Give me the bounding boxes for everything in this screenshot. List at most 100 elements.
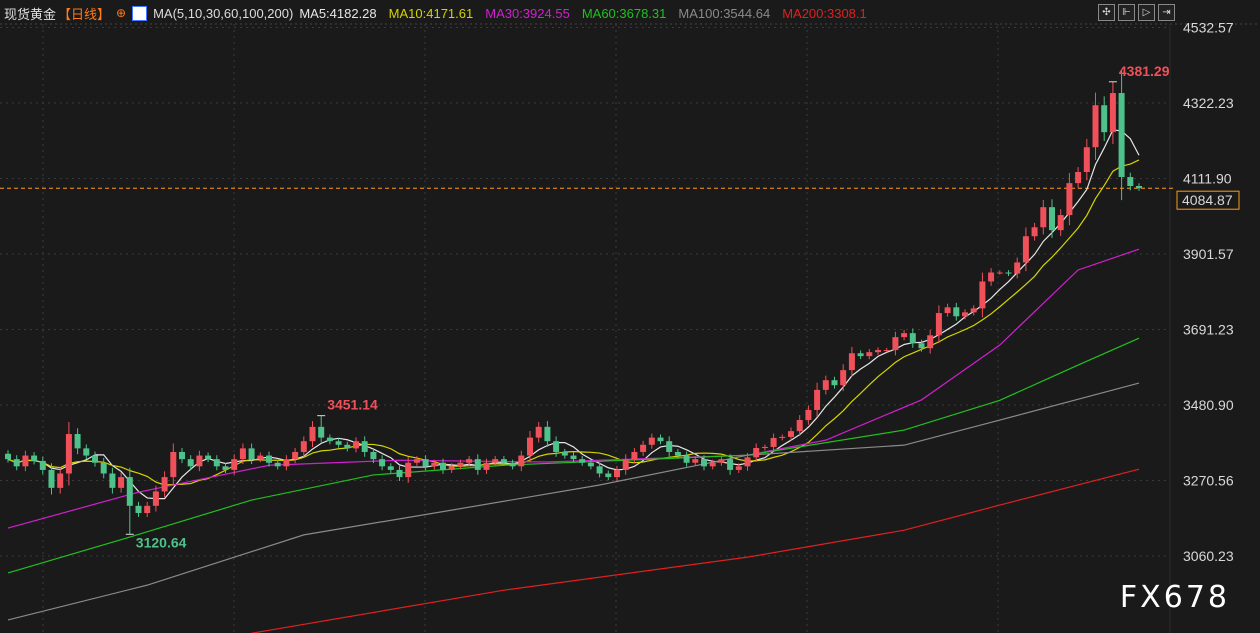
candle-body <box>831 380 838 386</box>
candle-body <box>1136 185 1142 189</box>
candle-body <box>326 437 333 442</box>
period-selector[interactable]: 【日线】 <box>58 6 111 22</box>
candle-body <box>83 448 90 456</box>
candle-body <box>866 352 873 357</box>
candle-body <box>744 457 751 467</box>
candle-body <box>570 455 577 460</box>
candle-body <box>840 370 847 386</box>
ma-value-0: MA5:4182.28 <box>299 5 377 21</box>
ma-line-ma30 <box>7 248 1140 529</box>
candle-body <box>353 441 359 449</box>
candle-body <box>1109 93 1116 133</box>
ma-line-ma10 <box>7 159 1140 486</box>
candle-body <box>640 444 647 452</box>
candle-body <box>953 307 960 317</box>
extreme-label-high: 4381.29 <box>1119 63 1170 79</box>
candle-body <box>770 437 777 447</box>
candle-body <box>466 459 473 463</box>
ma-value-3: MA60:3678.31 <box>581 5 667 21</box>
ma-label[interactable]: MA(5,10,30,60,100,200) <box>153 5 294 21</box>
candle-body <box>361 441 368 452</box>
ma-value-5: MA200:3308.1 <box>782 5 867 21</box>
candle-body <box>814 389 821 410</box>
candle-body <box>22 455 29 467</box>
candle-body <box>1040 207 1047 228</box>
candle-body <box>1075 171 1082 184</box>
watermark-logo: FX678 <box>1119 580 1230 615</box>
candle-body <box>988 272 995 282</box>
candle-body <box>553 441 560 452</box>
candle-body <box>535 426 542 438</box>
moving-average-lines <box>7 129 1140 633</box>
candle-body <box>396 469 403 478</box>
candle-body <box>135 505 142 513</box>
candle-body <box>883 350 890 352</box>
candle-body <box>892 337 899 351</box>
candle-body <box>1101 105 1108 133</box>
candle-body <box>39 460 46 470</box>
candle-body <box>605 473 612 478</box>
candle-body <box>370 451 377 460</box>
grid <box>0 23 1260 633</box>
candle-body <box>179 451 185 460</box>
play-icon[interactable]: ▷ <box>1138 4 1155 21</box>
candle-body <box>213 459 220 467</box>
candle-body <box>205 455 212 460</box>
candle-body <box>683 455 690 463</box>
candle-body <box>1092 105 1099 148</box>
candle-body <box>1083 147 1090 172</box>
candle-body <box>500 459 507 463</box>
candle-body <box>805 409 812 421</box>
candle-body <box>161 477 168 492</box>
candle-body <box>944 307 951 314</box>
candle-body <box>283 459 290 467</box>
candle-body <box>448 466 455 470</box>
candle-body <box>1118 93 1125 178</box>
candle-body <box>857 353 864 357</box>
candle-body <box>413 459 420 463</box>
candle-body <box>561 451 568 456</box>
ma-value-2: MA30:3924.55 <box>485 5 570 21</box>
current-price-box <box>1176 190 1240 210</box>
candle-body <box>666 441 673 452</box>
tick-label: 3060.23 <box>1183 548 1234 564</box>
candle-body <box>544 426 551 442</box>
candle-body <box>1049 207 1055 231</box>
zoom-range-icon[interactable]: ⊩ <box>1118 4 1135 21</box>
annotations: 4381.29 3451.14 3120.64 <box>125 63 1170 550</box>
ma-value-1: MA10:4171.61 <box>388 5 474 21</box>
candle-body <box>379 459 386 467</box>
candle-body <box>875 350 881 353</box>
candle-body <box>1127 177 1134 186</box>
candle-body <box>1005 272 1012 274</box>
candle-body <box>614 469 620 478</box>
candle-body <box>527 437 533 456</box>
candle-body <box>109 473 116 488</box>
ma-line-ma200 <box>251 468 1140 633</box>
candle-body <box>5 453 11 460</box>
candle-body <box>266 455 272 463</box>
crosshair-icon[interactable]: ✣ <box>1098 4 1115 21</box>
candle-body <box>1066 183 1073 216</box>
goto-latest-icon[interactable]: ⇥ <box>1158 4 1175 21</box>
candle-body <box>457 462 464 467</box>
candle-body <box>979 281 986 309</box>
candle-body <box>118 477 125 488</box>
candle-body <box>65 434 72 474</box>
candle-body <box>909 333 916 344</box>
ma-indicator-icon[interactable] <box>132 5 148 21</box>
candle-body <box>727 459 734 470</box>
extreme-label-high: 3451.14 <box>327 397 378 413</box>
candle-body <box>483 462 490 470</box>
candle-body <box>761 446 768 449</box>
candle-body <box>927 335 934 349</box>
target-icon[interactable]: ⊕ <box>116 6 127 20</box>
candle-body <box>657 437 664 442</box>
candle-body <box>587 462 594 467</box>
candle-body <box>1022 236 1029 263</box>
candle-body <box>692 459 699 463</box>
candle-body <box>474 459 481 470</box>
candle-body <box>622 459 629 470</box>
candle-body <box>405 462 412 478</box>
